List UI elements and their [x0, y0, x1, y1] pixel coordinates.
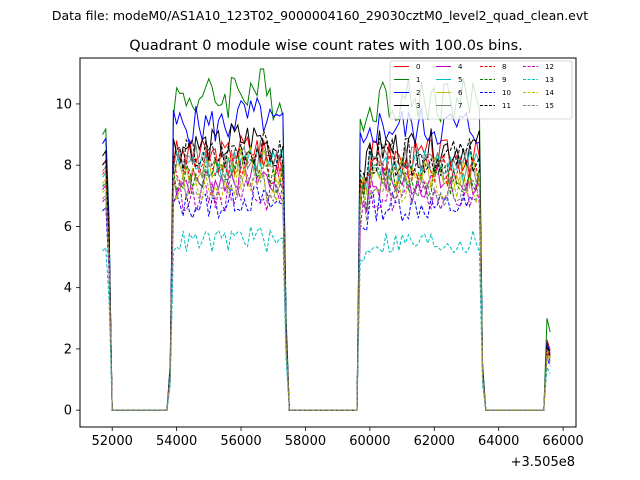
- legend-label-0: 0: [416, 63, 420, 71]
- x-tick-label: 56000: [220, 434, 261, 449]
- series-line-15: [102, 166, 551, 411]
- legend-label-14: 14: [545, 89, 554, 97]
- x-tick-label: 66000: [542, 434, 583, 449]
- legend-label-12: 12: [545, 63, 554, 71]
- y-tick-label: 6: [64, 220, 72, 235]
- y-tick-label: 2: [64, 342, 72, 357]
- x-tick-label: 62000: [414, 434, 455, 449]
- legend-label-15: 15: [545, 102, 554, 110]
- legend-label-7: 7: [458, 102, 462, 110]
- legend-label-1: 1: [416, 76, 420, 84]
- x-tick-label: 58000: [285, 434, 326, 449]
- x-tick-label: 52000: [92, 434, 133, 449]
- legend-label-3: 3: [416, 102, 420, 110]
- axes-frame: [79, 57, 577, 428]
- series-line-14: [102, 167, 551, 411]
- y-tick-label: 10: [55, 97, 72, 112]
- legend-label-13: 13: [545, 76, 554, 84]
- legend-label-8: 8: [502, 63, 506, 71]
- x-tick-label: 60000: [349, 434, 390, 449]
- x-tick-label: 54000: [156, 434, 197, 449]
- y-tick-label: 0: [64, 404, 72, 419]
- chart-suptitle: Data file: modeM0/AS1A10_123T02_90000041…: [52, 8, 588, 23]
- legend-label-6: 6: [458, 89, 463, 97]
- series-line-12: [102, 179, 551, 411]
- legend-label-10: 10: [502, 89, 511, 97]
- legend-label-11: 11: [502, 102, 511, 110]
- legend-label-9: 9: [502, 76, 506, 84]
- series-layer: [102, 68, 551, 411]
- legend-frame: [389, 60, 573, 120]
- legend-label-5: 5: [458, 76, 462, 84]
- x-axis: 52000 54000 56000 58000 60000 62000 64000 66000: [92, 427, 584, 449]
- x-tick-label: 64000: [478, 434, 519, 449]
- legend-label-2: 2: [416, 89, 420, 97]
- legend-label-4: 4: [458, 63, 463, 71]
- y-tick-label: 4: [64, 281, 72, 296]
- y-axis: 0 2 4 6 8 10: [55, 97, 80, 419]
- chart-title: Quadrant 0 module wise count rates with …: [129, 38, 523, 54]
- x-offset-label: +3.505e8: [511, 455, 575, 470]
- y-tick-label: 8: [64, 159, 72, 174]
